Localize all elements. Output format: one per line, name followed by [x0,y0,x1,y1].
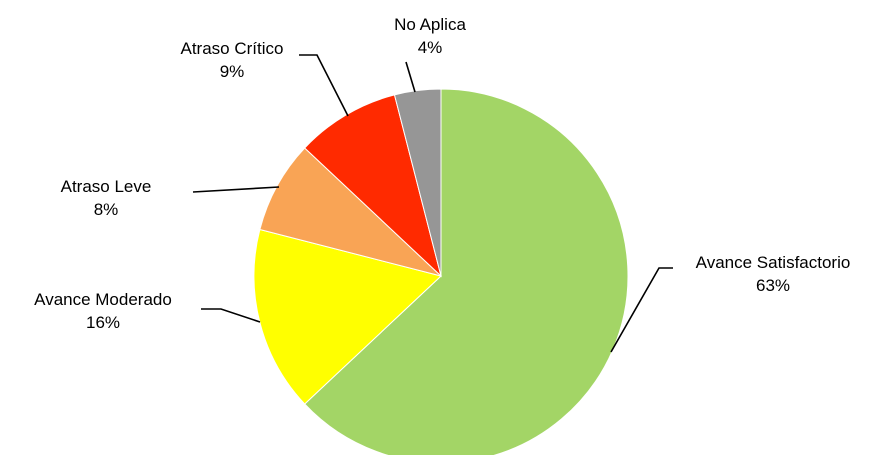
data-label-percent-avance-satisfactorio: 63% [756,276,790,295]
data-label-percent-atraso-critico: 9% [220,62,245,81]
data-label-name-avance-satisfactorio: Avance Satisfactorio [696,253,851,272]
pie-slice-avance-moderado [253,228,443,405]
data-label-name-avance-moderado: Avance Moderado [34,290,172,309]
slices-layer [253,88,629,455]
data-label-percent-avance-moderado: 16% [86,313,120,332]
leader-line-avance-moderado [201,308,261,323]
data-label-percent-no-aplica: 4% [418,38,443,57]
data-labels-layer: Avance Satisfactorio 63% Avance Moderado 16… [34,15,850,332]
leader-line-avance-satisfactorio [610,267,673,353]
leader-lines-layer [192,54,673,353]
data-label-percent-atraso-leve: 8% [94,200,119,219]
leader-line-atraso-leve [192,186,280,193]
leader-line-no-aplica [405,61,416,93]
pie-slice-atraso-critico [303,94,442,278]
data-label-name-atraso-leve: Atraso Leve [61,177,152,196]
pie-slice-atraso-leve [259,147,442,277]
leader-line-atraso-critico [299,54,349,117]
data-label-name-atraso-critico: Atraso Crítico [181,39,284,58]
data-label-name-no-aplica: No Aplica [394,15,466,34]
pie-slice-no-aplica [393,88,442,277]
